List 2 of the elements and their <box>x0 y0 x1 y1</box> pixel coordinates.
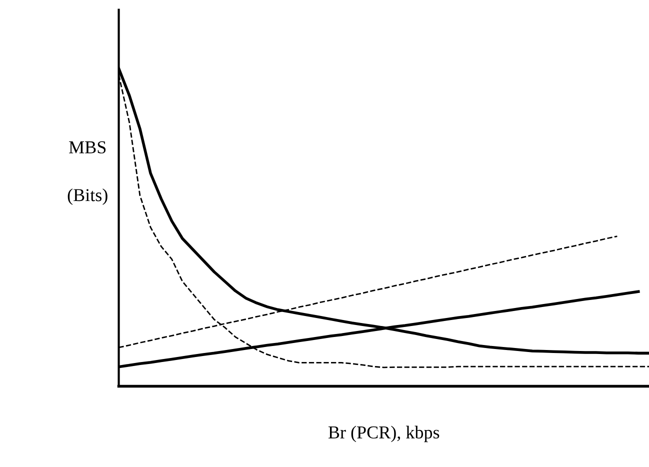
x-axis-title: Br (PCR), kbps <box>328 426 440 442</box>
text: MBS (Bits) <box>68 141 108 205</box>
